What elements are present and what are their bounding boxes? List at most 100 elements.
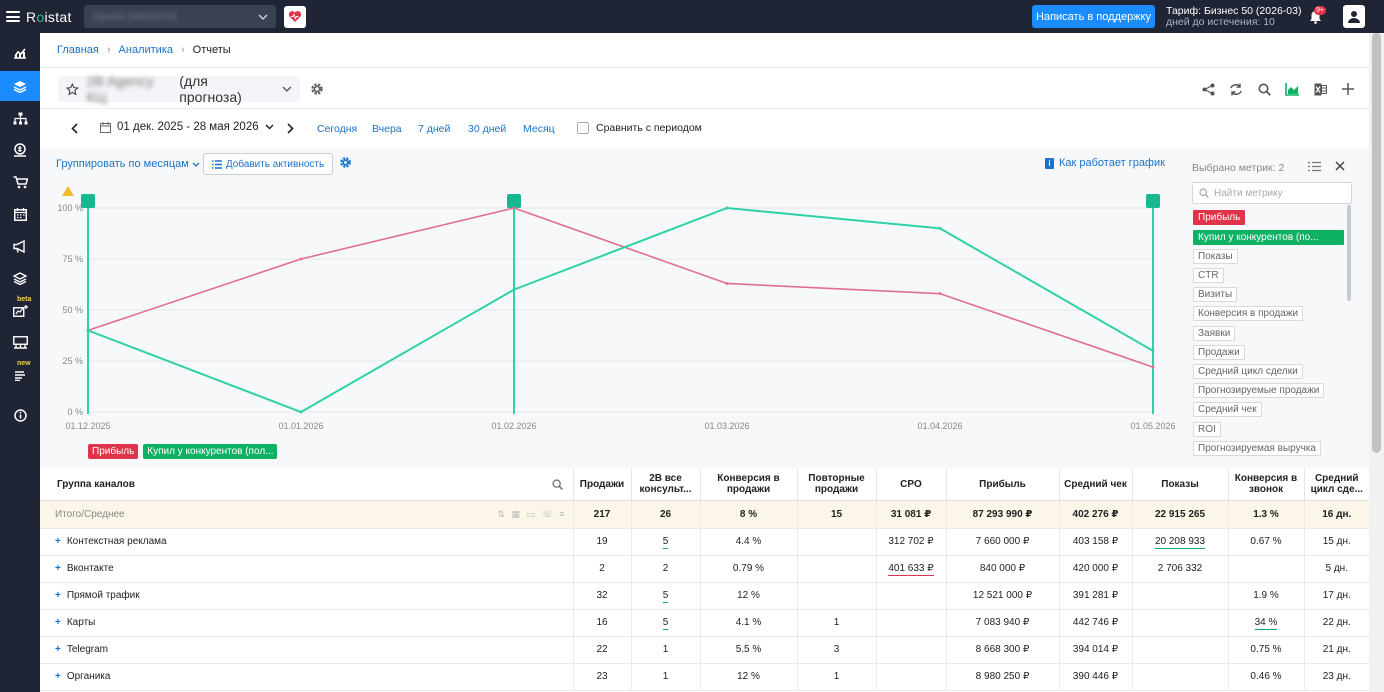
metric-item[interactable]: Показы [1193, 249, 1238, 264]
sidebar-item-forecast[interactable]: beta [0, 295, 40, 325]
breadcrumb-analytics[interactable]: Аналитика [118, 44, 173, 56]
sidebar-item-calendar[interactable] [0, 199, 40, 229]
add-activity-button[interactable]: Добавить активность [203, 153, 333, 175]
sidebar-item-calltracking[interactable] [0, 327, 40, 357]
list-icon [211, 159, 222, 169]
col-header[interactable]: Показы [1131, 469, 1228, 501]
metric-item[interactable]: Визиты [1193, 287, 1238, 302]
metric-item[interactable]: Купил у конкурентов (по... [1193, 230, 1344, 245]
metric-list-scrollbar[interactable] [1347, 205, 1351, 301]
table-cell: 401 633 ₽ [875, 555, 946, 583]
scrollbar-thumb[interactable] [1372, 33, 1381, 453]
chart-toggle-button[interactable] [1284, 81, 1300, 97]
excel-export-button[interactable] [1312, 81, 1328, 97]
table-row[interactable]: + Органика 23 1 12 % 1 8 980 250 ₽390 446 ₽0.4… [40, 663, 1369, 691]
metric-item[interactable]: Прогнозируемая выручка [1193, 441, 1321, 456]
group-by-select[interactable]: Группировать по месяцам [56, 158, 200, 170]
metric-item[interactable]: Продажи [1193, 345, 1245, 360]
add-button[interactable] [1340, 81, 1356, 97]
expand-row-button[interactable]: + [55, 590, 61, 601]
period-today[interactable]: Сегодня [317, 123, 358, 135]
refresh-button[interactable] [1228, 81, 1244, 97]
table-row[interactable]: + Карты 16 5 4.1 % 1 7 083 940 ₽442 746 ₽ 34 % 2… [40, 609, 1369, 637]
report-name-blurred: 2B Agency KЦ [86, 73, 154, 105]
col-header[interactable]: Группа каналов [40, 469, 573, 501]
metric-item[interactable]: Средний цикл сделки [1193, 364, 1303, 379]
table-cell: 0.79 % [699, 555, 797, 583]
next-period-button[interactable] [283, 120, 297, 136]
col-header[interactable]: Прибыль [945, 469, 1059, 501]
legend-profit[interactable]: Прибыль [88, 444, 139, 459]
report-select[interactable]: 2B Agency KЦ (для прогноза) [58, 73, 300, 105]
table-row[interactable]: + Вконтакте 2 2 0.79 % 401 633 ₽840 000 ₽420 … [40, 555, 1369, 583]
metric-item[interactable]: Заявки [1193, 326, 1236, 341]
metric-search-input[interactable]: Найти метрику [1192, 182, 1352, 204]
sidebar-item-orders[interactable] [0, 167, 40, 197]
search-icon[interactable] [551, 479, 563, 490]
col-header[interactable]: Конверсия в звонок [1227, 469, 1304, 501]
project-select[interactable]: Ориби (ИМ2023) [83, 5, 276, 28]
notifications-button[interactable]: 9+ [1304, 6, 1326, 28]
expand-row-button[interactable]: + [55, 536, 61, 547]
compare-period[interactable]: Сравнить с периодом [577, 122, 702, 134]
table-row[interactable]: + Прямой трафик 32 5 12 % 12 521 000 ₽391 281… [40, 582, 1369, 610]
chart-settings-button[interactable] [339, 156, 352, 172]
breadcrumb-home[interactable]: Главная [57, 44, 99, 56]
row-tools-icons[interactable]: ⇅ ▦ ▭ ☏ ≡ [497, 508, 567, 519]
col-header[interactable]: Продажи [572, 469, 631, 501]
search-button[interactable] [1256, 81, 1272, 97]
page-scrollbar[interactable] [1369, 33, 1384, 692]
col-header[interactable]: Средний чек [1058, 469, 1132, 501]
support-button[interactable]: Написать в поддержку [1032, 5, 1155, 28]
period-month[interactable]: Месяц [523, 123, 555, 135]
report-settings-button[interactable] [310, 82, 324, 99]
star-icon[interactable] [66, 82, 79, 96]
col-header[interactable]: 2B все консульт... [630, 469, 700, 501]
sidebar-item-info[interactable] [0, 400, 40, 430]
col-header[interactable]: CPO [875, 469, 946, 501]
sidebar-item-dashboard[interactable] [0, 38, 40, 68]
y-tick-label: 0 % [67, 407, 83, 417]
table-row[interactable]: + Контекстная реклама 19 5 4.4 % 312 702 ₽7 6… [40, 528, 1369, 556]
period-7-days[interactable]: 7 дней [418, 123, 451, 135]
sidebar-item-reports[interactable] [0, 71, 40, 101]
close-icon[interactable] [1335, 161, 1345, 171]
tariff-info[interactable]: Тариф: Бизнес 50 (2026-03) дней до истеч… [1166, 6, 1301, 28]
expand-row-button[interactable]: + [55, 644, 61, 655]
how-chart-works-link[interactable]: i Как работает график [1045, 157, 1165, 169]
metric-item[interactable]: Конверсия в продажи [1193, 306, 1304, 321]
list-icon[interactable] [1308, 161, 1321, 172]
expand-row-button[interactable]: + [55, 671, 61, 682]
table-row[interactable]: + Telegram 22 1 5.5 % 3 8 668 300 ₽394 014 ₽ 0.… [40, 636, 1369, 664]
menu-icon[interactable] [6, 11, 20, 22]
prev-period-button[interactable] [67, 120, 81, 136]
sidebar-item-finance[interactable] [0, 135, 40, 165]
divider [40, 67, 1369, 68]
metric-item[interactable]: Прибыль [1193, 210, 1246, 225]
period-yesterday[interactable]: Вчера [372, 123, 402, 135]
col-header[interactable]: Конверсия в продажи [699, 469, 797, 501]
sidebar-item-new-reports[interactable]: new [0, 359, 40, 389]
period-30-days[interactable]: 30 дней [468, 123, 507, 135]
sidebar-item-structure[interactable] [0, 103, 40, 133]
table-cell: 31 081 ₽ [875, 500, 946, 529]
chevron-down-icon [192, 162, 200, 167]
metric-item[interactable]: ROI [1193, 422, 1221, 437]
metric-item[interactable]: Прогнозируемые продажи [1193, 383, 1325, 398]
user-button[interactable] [1343, 5, 1365, 28]
sidebar-item-marketing[interactable] [0, 231, 40, 261]
sidebar-item-integrations[interactable] [0, 263, 40, 293]
logo[interactable]: Roistat [26, 8, 72, 25]
expand-row-button[interactable]: + [55, 617, 61, 628]
col-header[interactable]: Повторные продажи [796, 469, 876, 501]
heart-monitor-button[interactable] [283, 5, 306, 28]
search-icon [1199, 188, 1209, 198]
metric-item[interactable]: CTR [1193, 268, 1224, 283]
col-header[interactable]: Средний цикл сде... [1303, 469, 1369, 501]
legend-competitor[interactable]: Купил у конкурентов (пол... [143, 444, 278, 459]
metric-item[interactable]: Средний чек [1193, 402, 1262, 417]
compare-checkbox[interactable] [577, 122, 589, 134]
expand-row-button[interactable]: + [55, 563, 61, 574]
date-range-picker[interactable]: 01 дек. 2025 - 28 мая 2026 [100, 121, 274, 133]
share-button[interactable] [1200, 81, 1216, 97]
